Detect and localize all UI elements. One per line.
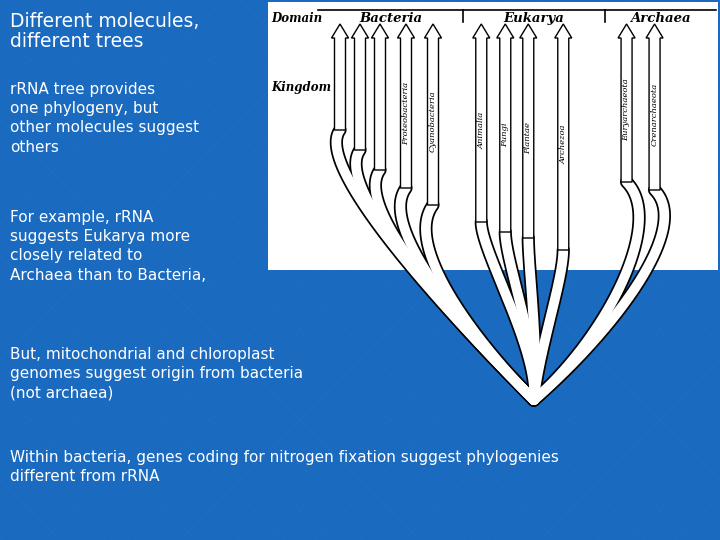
Text: Cyanobacteria: Cyanobacteria (429, 91, 437, 152)
Polygon shape (351, 24, 369, 150)
Polygon shape (555, 24, 572, 250)
Text: different trees: different trees (10, 32, 143, 51)
Text: Plantae: Plantae (524, 122, 532, 154)
Polygon shape (425, 24, 441, 205)
Text: But, mitochondrial and chloroplast
genomes suggest origin from bacteria
(not arc: But, mitochondrial and chloroplast genom… (10, 347, 303, 400)
Polygon shape (646, 24, 663, 190)
Text: Fungi: Fungi (501, 123, 509, 147)
Text: Different molecules,: Different molecules, (10, 12, 199, 31)
Text: Kingdom: Kingdom (271, 80, 331, 93)
Polygon shape (618, 24, 635, 182)
Text: Domain: Domain (271, 12, 322, 25)
Polygon shape (397, 24, 415, 188)
Polygon shape (473, 24, 490, 222)
Polygon shape (520, 24, 537, 238)
Text: rRNA tree provides
one phylogeny, but
other molecules suggest
others: rRNA tree provides one phylogeny, but ot… (10, 82, 199, 154)
Text: Within bacteria, genes coding for nitrogen fixation suggest phylogenies
differen: Within bacteria, genes coding for nitrog… (10, 450, 559, 484)
Text: Euryarchaeota: Euryarchaeota (623, 79, 631, 141)
Text: For example, rRNA
suggests Eukarya more
closely related to
Archaea than to Bacte: For example, rRNA suggests Eukarya more … (10, 210, 206, 282)
Text: Crenarchaeota: Crenarchaeota (651, 83, 659, 146)
Polygon shape (372, 24, 389, 170)
Text: Animalia: Animalia (477, 111, 485, 148)
Text: Bacteria: Bacteria (359, 12, 422, 25)
Bar (268, 2, 718, 270)
Text: Proteobacteria: Proteobacteria (402, 82, 410, 145)
Polygon shape (331, 24, 348, 130)
Polygon shape (497, 24, 514, 232)
Text: Archaea: Archaea (630, 12, 690, 25)
Text: Eukarya: Eukarya (503, 12, 564, 25)
Text: Archezoa: Archezoa (559, 124, 567, 164)
